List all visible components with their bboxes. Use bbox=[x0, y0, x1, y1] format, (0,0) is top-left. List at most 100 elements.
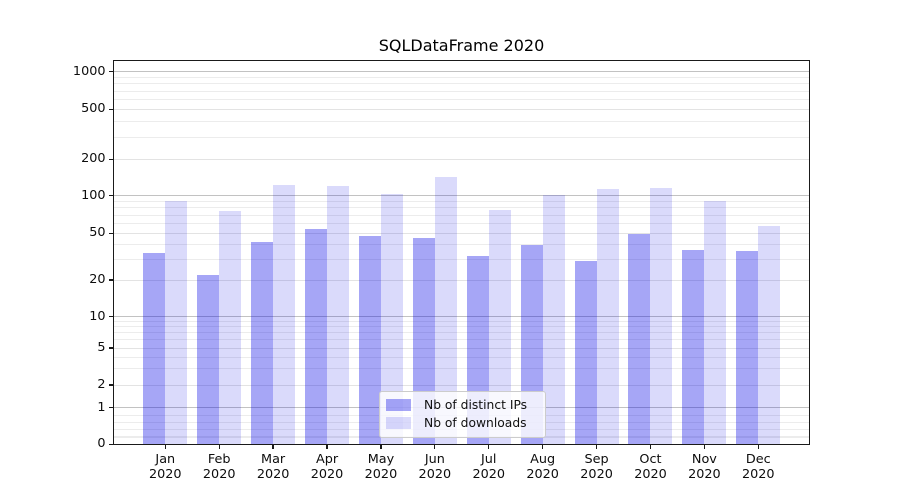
minor-gridline bbox=[114, 76, 809, 79]
bar-downloads-dec bbox=[758, 226, 781, 445]
x-tick-mark bbox=[649, 444, 652, 449]
x-tick-label-may: May 2020 bbox=[350, 452, 412, 482]
x-tick-month: Dec bbox=[745, 452, 771, 467]
x-tick-label-oct: Oct 2020 bbox=[619, 452, 681, 482]
minor-gridline bbox=[114, 207, 809, 209]
minor-gridline bbox=[114, 120, 809, 123]
x-tick-year: 2020 bbox=[472, 466, 506, 482]
y-tick-label: 1000 bbox=[72, 63, 106, 79]
y-tick-mark bbox=[108, 384, 113, 386]
x-tick-year: 2020 bbox=[256, 466, 290, 482]
x-tick-label-jun: Jun 2020 bbox=[404, 452, 466, 482]
x-tick-mark bbox=[164, 444, 166, 449]
major-gridline bbox=[114, 71, 809, 73]
x-tick-month: Nov bbox=[691, 452, 717, 467]
minor-gridline bbox=[114, 347, 809, 349]
bar-downloads-may bbox=[380, 193, 403, 445]
x-tick-year: 2020 bbox=[688, 466, 721, 482]
minor-gridline bbox=[114, 83, 809, 85]
legend-item-downloads: Nb of downloads bbox=[386, 414, 539, 432]
legend-swatch-distinct-ips bbox=[386, 399, 411, 412]
bar-downloads-nov bbox=[704, 201, 727, 445]
y-tick-mark bbox=[108, 71, 113, 73]
major-gridline bbox=[114, 316, 809, 318]
x-tick-year: 2020 bbox=[634, 466, 667, 482]
y-tick-mark bbox=[108, 407, 113, 409]
chart-title: SQLDataFrame 2020 bbox=[378, 36, 545, 55]
x-tick-year: 2020 bbox=[742, 466, 775, 482]
x-tick-mark bbox=[757, 444, 759, 449]
x-tick-mark bbox=[326, 444, 328, 449]
y-tick-mark bbox=[108, 279, 113, 281]
y-tick-mark bbox=[108, 108, 113, 110]
bar-downloads-apr bbox=[327, 185, 350, 445]
minor-gridline bbox=[114, 90, 809, 92]
y-tick-mark bbox=[108, 443, 113, 445]
y-tick-mark bbox=[108, 232, 113, 234]
y-tick-mark bbox=[108, 158, 113, 160]
x-tick-mark bbox=[542, 444, 544, 449]
bar-distinct-ips-jan bbox=[143, 252, 166, 445]
minor-gridline bbox=[114, 320, 809, 323]
minor-gridline bbox=[114, 108, 809, 110]
legend: Nb of distinct IPs Nb of downloads bbox=[379, 391, 546, 438]
x-tick-month: Oct bbox=[639, 452, 662, 467]
y-tick-label: 10 bbox=[89, 308, 106, 324]
x-tick-year: 2020 bbox=[202, 466, 236, 482]
minor-gridline bbox=[114, 244, 809, 246]
x-tick-label-jul: Jul 2020 bbox=[458, 452, 520, 482]
x-tick-month: Feb bbox=[207, 452, 231, 467]
y-tick-label: 0 bbox=[97, 436, 106, 452]
bar-distinct-ips-oct bbox=[628, 234, 651, 445]
x-tick-month: Sep bbox=[584, 452, 609, 467]
x-tick-label-sep: Sep 2020 bbox=[566, 452, 628, 482]
x-tick-label-jan: Jan 2020 bbox=[134, 452, 196, 482]
x-tick-month: Jul bbox=[481, 452, 497, 467]
minor-gridline bbox=[114, 339, 809, 341]
y-tick-mark bbox=[108, 347, 113, 349]
legend-label-downloads: Nb of downloads bbox=[424, 416, 527, 431]
x-tick-year: 2020 bbox=[526, 466, 559, 482]
y-tick-label: 5 bbox=[97, 340, 106, 355]
minor-gridline bbox=[114, 258, 809, 261]
minor-gridline bbox=[114, 158, 809, 160]
bar-distinct-ips-nov bbox=[682, 250, 705, 445]
x-tick-mark bbox=[595, 444, 598, 449]
x-tick-month: May bbox=[367, 452, 395, 467]
x-tick-month: Aug bbox=[530, 452, 556, 467]
bar-downloads-feb bbox=[219, 210, 242, 445]
bar-distinct-ips-mar bbox=[251, 242, 274, 445]
y-tick-label: 2 bbox=[97, 377, 106, 392]
bar-distinct-ips-feb bbox=[197, 275, 220, 445]
minor-gridline bbox=[114, 279, 809, 281]
bar-distinct-ips-apr bbox=[305, 229, 328, 445]
bar-downloads-aug bbox=[542, 195, 565, 445]
minor-gridline bbox=[114, 332, 809, 334]
minor-gridline bbox=[114, 222, 809, 225]
x-tick-mark bbox=[218, 444, 220, 449]
bar-downloads-oct bbox=[650, 187, 673, 445]
bar-downloads-mar bbox=[273, 184, 296, 445]
bar-distinct-ips-sep bbox=[574, 261, 597, 445]
legend-label-distinct-ips: Nb of distinct IPs bbox=[424, 398, 528, 413]
x-tick-label-mar: Mar 2020 bbox=[242, 452, 304, 482]
minor-gridline bbox=[114, 214, 809, 216]
minor-gridline bbox=[114, 200, 809, 203]
minor-gridline bbox=[114, 356, 809, 358]
x-tick-year: 2020 bbox=[418, 466, 452, 482]
x-tick-mark bbox=[703, 444, 706, 449]
y-tick-mark bbox=[108, 195, 113, 197]
x-tick-label-aug: Aug 2020 bbox=[512, 452, 574, 482]
minor-gridline bbox=[114, 384, 809, 386]
x-tick-mark bbox=[488, 444, 490, 449]
y-tick-label: 500 bbox=[81, 101, 106, 117]
x-tick-month: Mar bbox=[261, 452, 286, 467]
x-tick-label-feb: Feb 2020 bbox=[188, 452, 250, 482]
x-tick-label-nov: Nov 2020 bbox=[673, 452, 735, 482]
minor-gridline bbox=[114, 326, 809, 328]
x-tick-mark bbox=[380, 444, 382, 449]
bar-distinct-ips-dec bbox=[736, 251, 759, 445]
x-tick-label-apr: Apr 2020 bbox=[296, 452, 358, 482]
bar-downloads-jun bbox=[434, 176, 457, 445]
